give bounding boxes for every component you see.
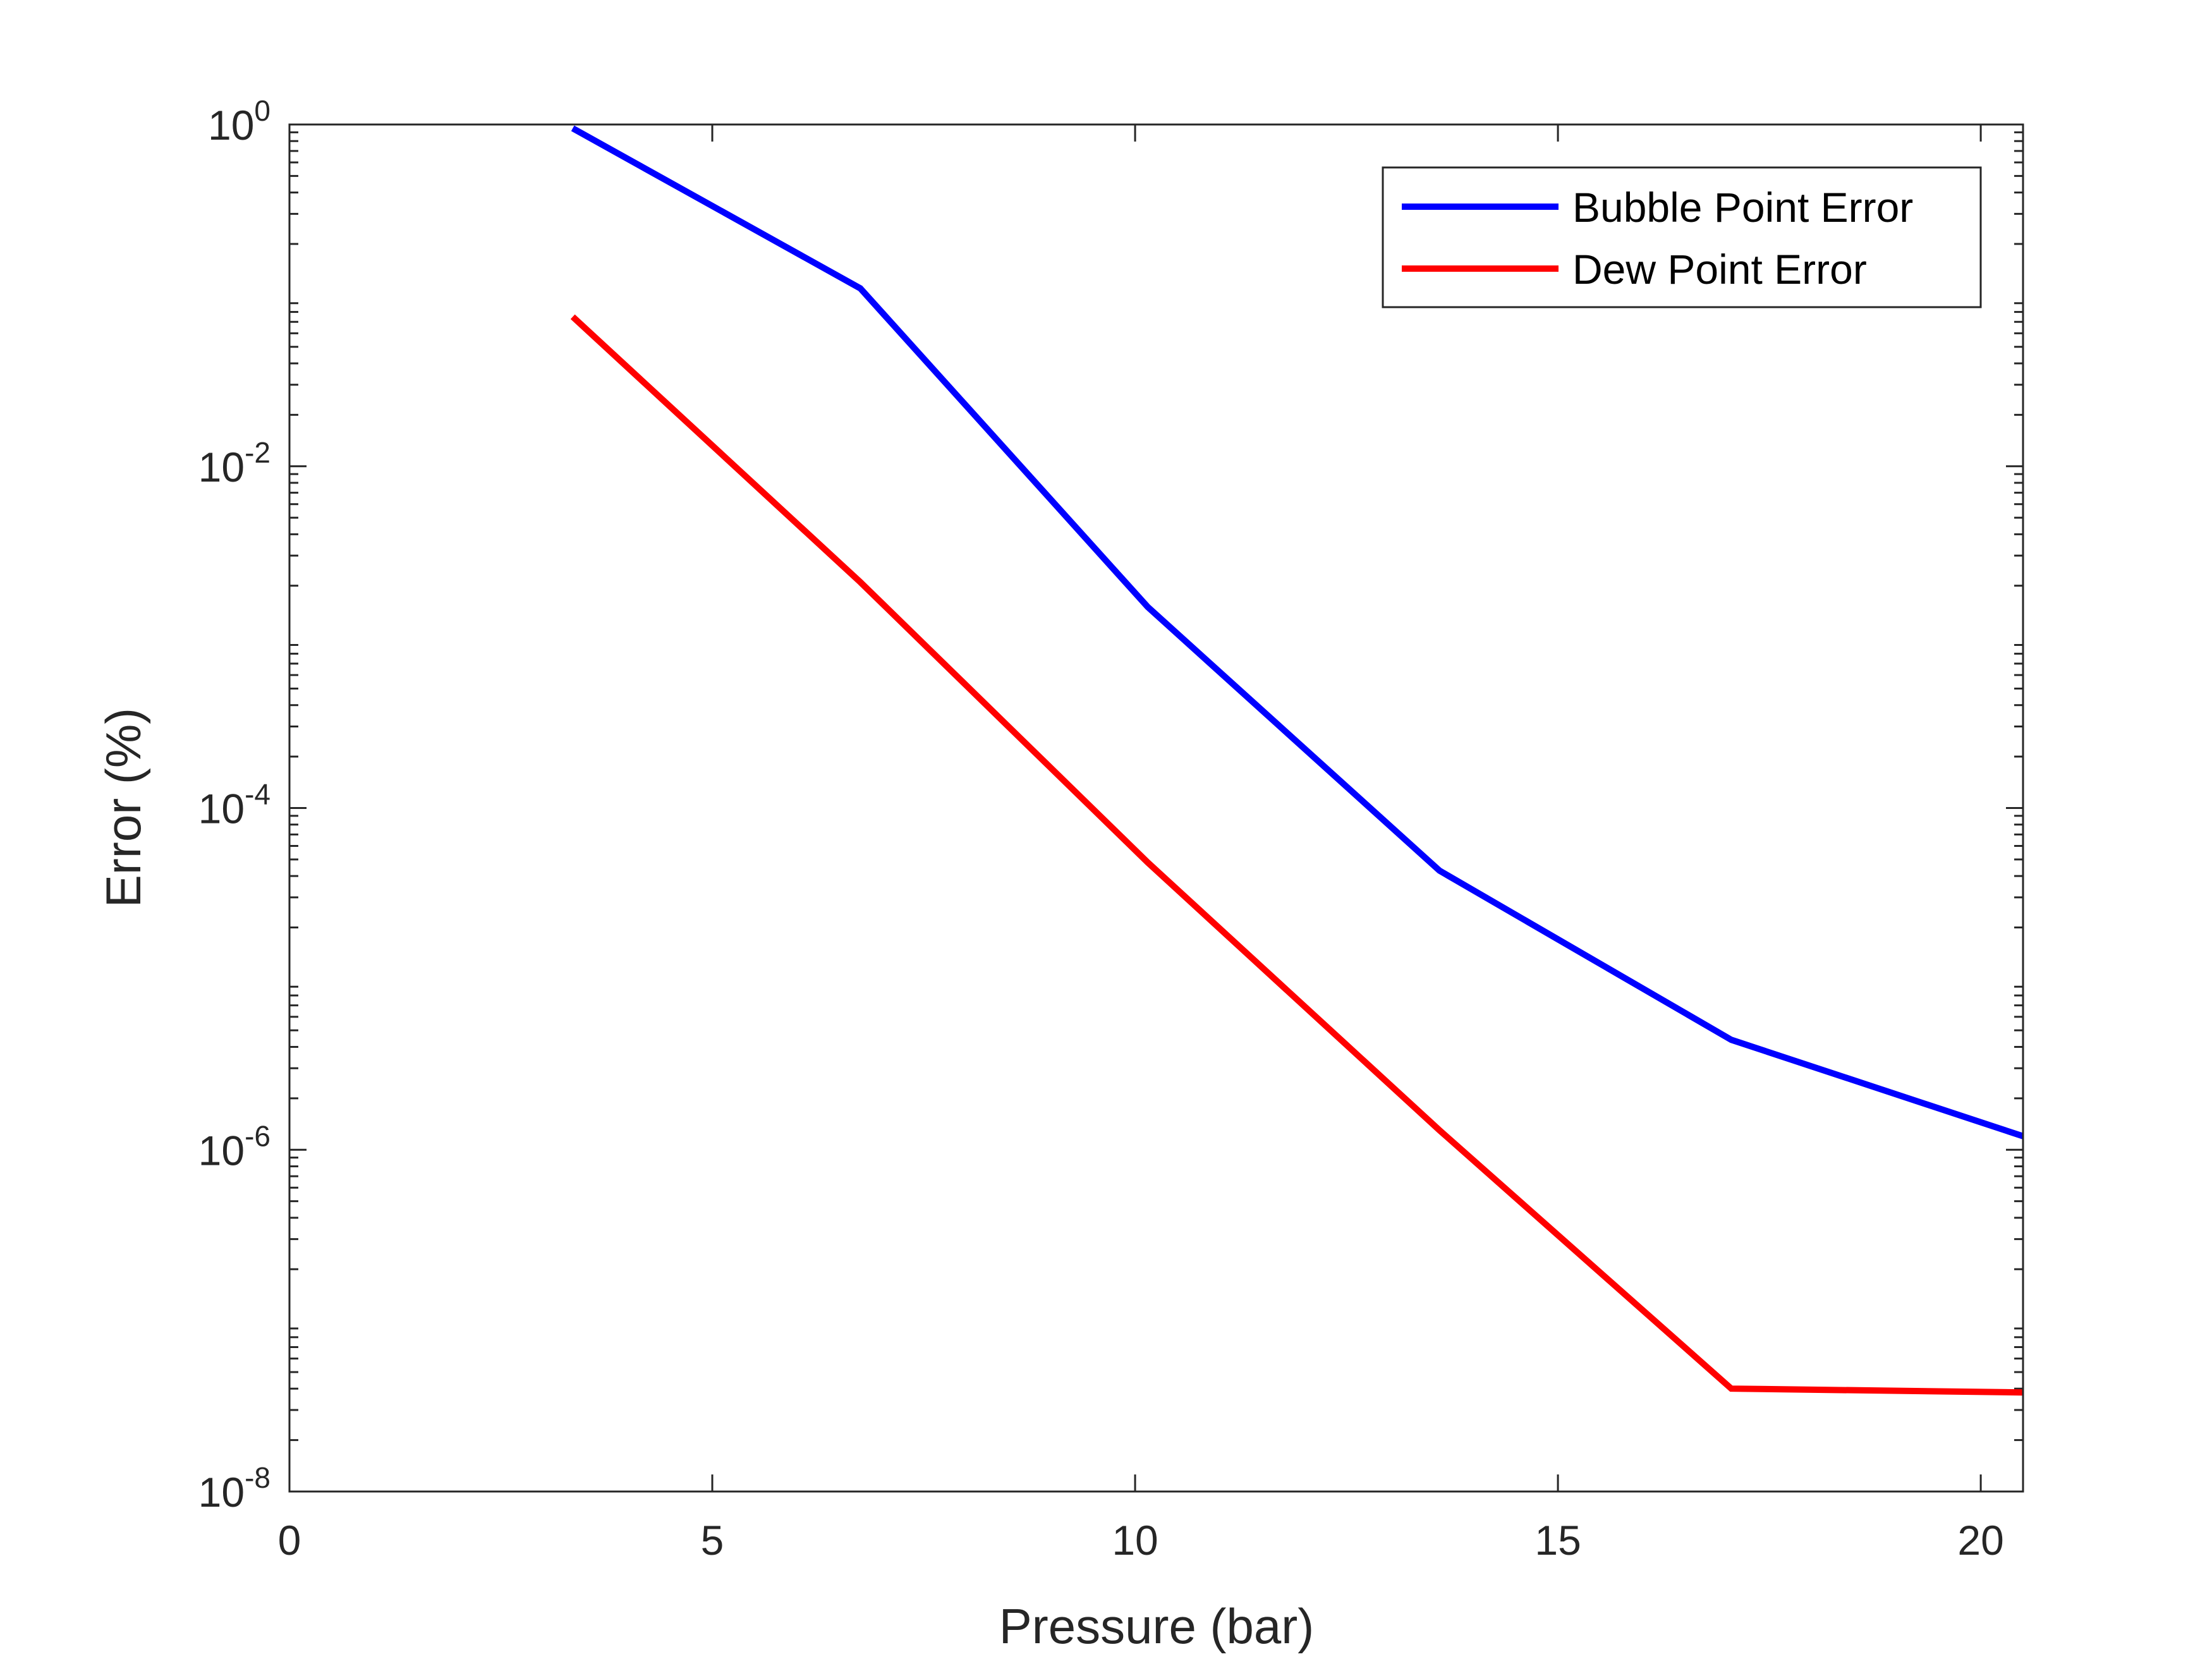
x-tick-label: 0 [278,1517,301,1564]
series-layer [570,125,2024,1396]
legend-label-bubble-point: Bubble Point Error [1572,184,1913,231]
series-line-bubble-point-error [571,125,2024,1139]
labels-layer: 0 5 10 15 20 100 10-2 10-4 10-6 10-8 [198,94,2004,1564]
x-axis-title: Pressure (bar) [999,1598,1314,1654]
x-tick-label: 5 [701,1517,724,1564]
legend: Bubble Point Error Dew Point Error [1382,166,1982,308]
y-tick-label: 10-8 [198,1461,270,1516]
y-tick-label: 100 [208,94,270,149]
y-tick-label: 10-6 [198,1119,270,1174]
y-tick-label: 10-4 [198,778,270,832]
y-tick-label: 10-2 [198,436,270,490]
x-tick-label: 15 [1534,1517,1581,1564]
plot-area [289,125,2023,1492]
legend-label-dew-point: Dew Point Error [1572,246,1867,293]
plot-frame [288,123,2024,1493]
legend-box [1382,166,1982,308]
x-tick-label: 10 [1112,1517,1158,1564]
series-line-dew-point-error [570,314,2024,1396]
y-axis-title: Error (%) [95,708,151,908]
x-tick-label: 20 [1957,1517,2003,1564]
